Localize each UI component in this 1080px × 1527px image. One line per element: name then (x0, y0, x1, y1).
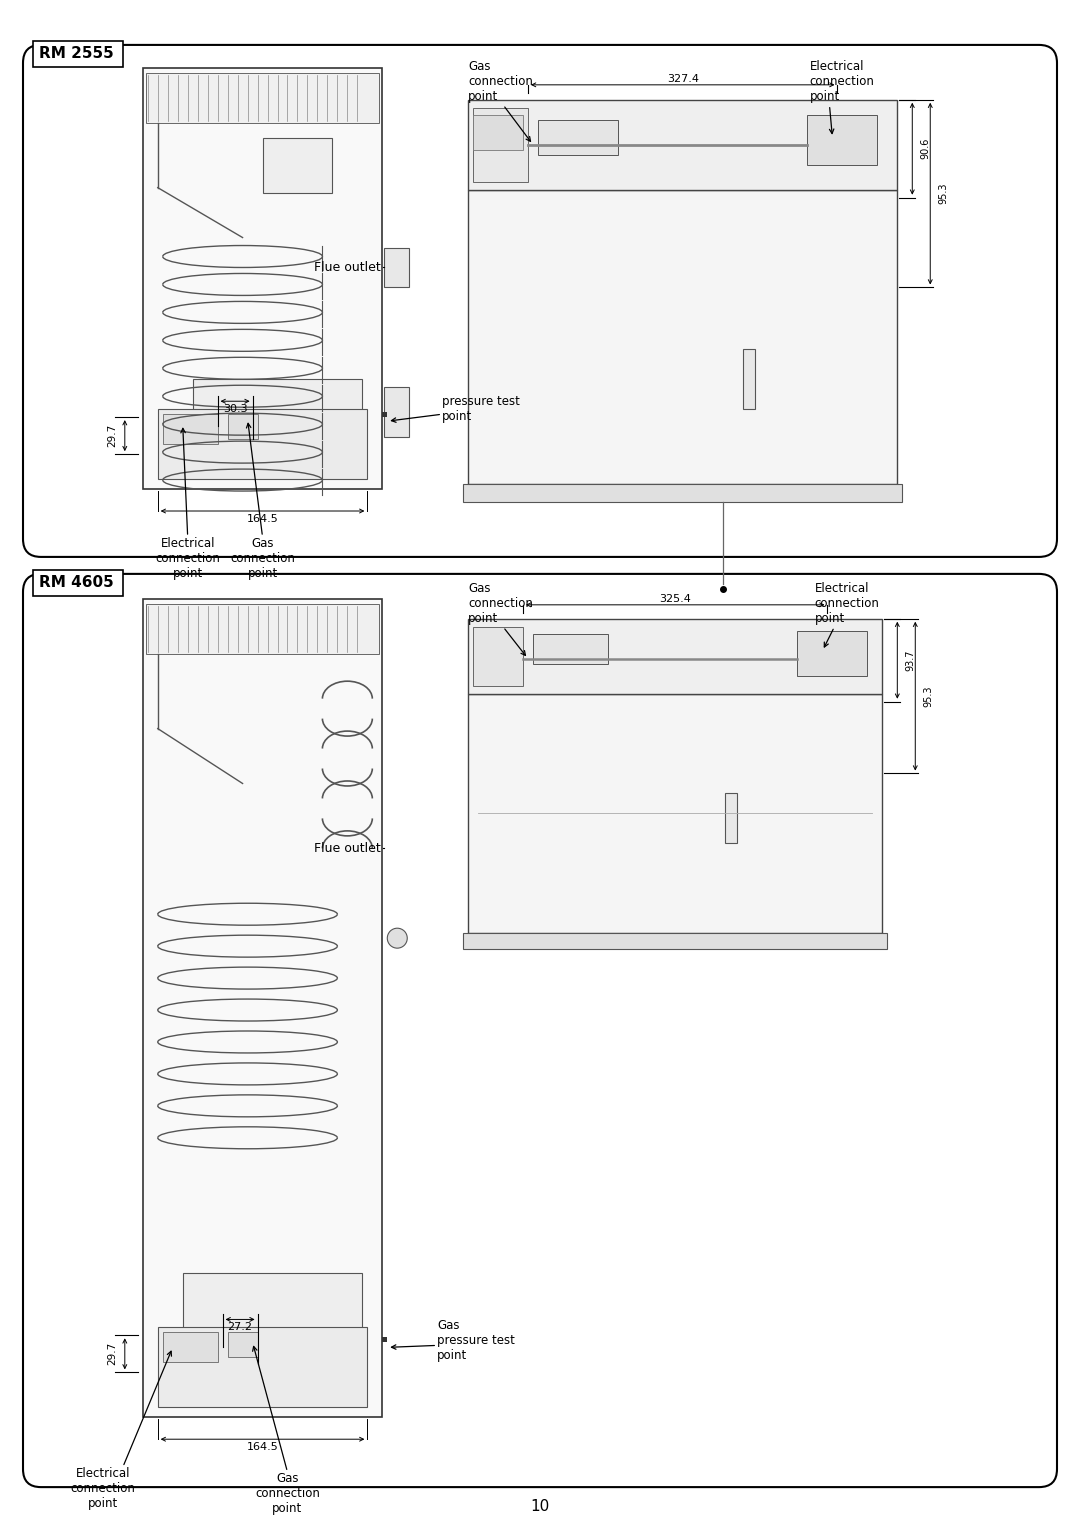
Bar (33, 41, 123, 67)
Bar (468, 693, 882, 933)
Bar (463, 933, 888, 950)
Bar (192, 379, 363, 434)
Bar (384, 388, 409, 437)
Bar (468, 618, 882, 693)
Bar (473, 108, 528, 182)
Text: 10: 10 (530, 1498, 550, 1513)
Bar (158, 409, 367, 479)
Bar (146, 73, 379, 122)
Bar (725, 794, 737, 843)
Bar (468, 189, 897, 484)
Bar (163, 414, 218, 444)
Bar (228, 1333, 257, 1358)
Text: 93.7: 93.7 (905, 649, 915, 670)
Bar (143, 67, 382, 489)
Text: Electrical
connection
point: Electrical connection point (814, 582, 879, 625)
Bar (228, 414, 257, 440)
Text: Gas
connection
point: Gas connection point (230, 538, 295, 580)
Bar (183, 1272, 363, 1333)
Text: Gas
pressure test
point: Gas pressure test point (437, 1319, 515, 1362)
Bar (797, 631, 867, 675)
Bar (33, 570, 123, 596)
Text: Gas
connection
point: Gas connection point (468, 582, 534, 625)
Bar (262, 137, 333, 192)
Text: RM 4605: RM 4605 (39, 576, 113, 591)
Text: Electrical
connection
point: Electrical connection point (70, 1467, 135, 1510)
Bar (158, 1327, 367, 1408)
Bar (146, 603, 379, 654)
Text: RM 2555: RM 2555 (39, 46, 113, 61)
Text: 327.4: 327.4 (666, 73, 699, 84)
Text: pressure test
point: pressure test point (442, 395, 521, 423)
Bar (468, 99, 897, 189)
Bar (163, 1333, 218, 1362)
Text: 27.2: 27.2 (228, 1322, 253, 1333)
Text: Electrical
connection
point: Electrical connection point (810, 60, 875, 102)
Bar (382, 412, 388, 417)
Bar (743, 350, 755, 409)
Text: 95.3: 95.3 (923, 686, 933, 707)
Bar (473, 115, 523, 150)
Bar (382, 1338, 388, 1342)
Bar (808, 115, 877, 165)
Text: Flue outlet: Flue outlet (313, 261, 380, 273)
Bar (463, 484, 902, 502)
Bar (538, 119, 618, 154)
Text: 29.7: 29.7 (107, 1342, 117, 1365)
Text: 164.5: 164.5 (246, 515, 279, 524)
Bar (534, 634, 608, 664)
Bar (143, 599, 382, 1417)
Circle shape (388, 928, 407, 948)
Text: 95.3: 95.3 (939, 183, 948, 205)
Text: 29.7: 29.7 (107, 425, 117, 447)
Text: 90.6: 90.6 (920, 137, 930, 159)
Text: Flue outlet: Flue outlet (313, 841, 380, 855)
Text: Electrical
connection
point: Electrical connection point (156, 538, 220, 580)
Text: Gas
connection
point: Gas connection point (468, 60, 534, 102)
Bar (384, 247, 409, 287)
Text: Gas
connection
point: Gas connection point (255, 1472, 320, 1515)
Text: 30.3: 30.3 (222, 405, 247, 414)
Text: 164.5: 164.5 (246, 1441, 279, 1452)
Text: 325.4: 325.4 (659, 594, 691, 603)
Bar (473, 626, 523, 686)
